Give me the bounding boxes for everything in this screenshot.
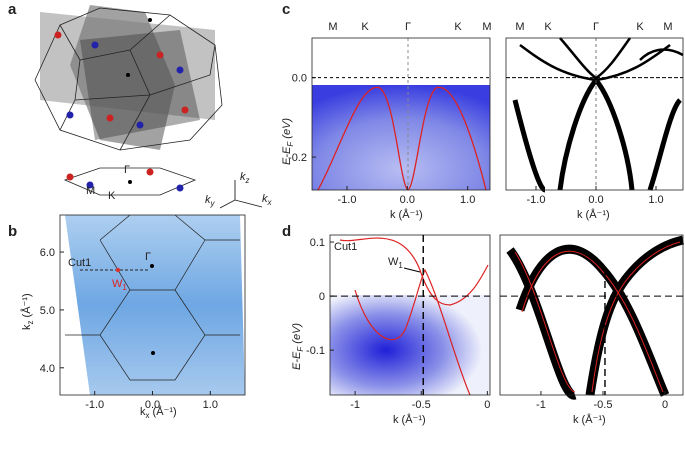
label: kz bbox=[240, 171, 250, 185]
label-sub: F bbox=[296, 346, 305, 352]
x-tick-label: 0 bbox=[662, 399, 668, 411]
panel-label: d bbox=[282, 223, 291, 240]
label: E-EF (eV) bbox=[291, 323, 305, 370]
label-unit: (Å⁻¹) bbox=[150, 405, 177, 418]
x-axis-label: k (Å⁻¹) bbox=[573, 413, 606, 426]
label-base: k bbox=[262, 193, 268, 205]
b-map bbox=[65, 214, 245, 395]
symmetry-label: K bbox=[454, 21, 462, 33]
panel-label: a bbox=[8, 1, 17, 18]
label-sub: z bbox=[26, 321, 35, 325]
y-tick-label: 4.0 bbox=[40, 363, 55, 375]
x-tick-label: -1.0 bbox=[85, 399, 104, 411]
x-tick-label: -1.0 bbox=[338, 194, 357, 206]
label: E-EF (eV) bbox=[281, 118, 295, 165]
x-tick-label: -0.5 bbox=[593, 399, 612, 411]
d-left-image bbox=[330, 237, 490, 396]
label-sub: y bbox=[210, 199, 216, 208]
x-tick-label: 0.0 bbox=[588, 194, 603, 206]
d-right-image bbox=[506, 235, 685, 400]
label-sub: x bbox=[146, 411, 150, 420]
plot-frame bbox=[329, 234, 491, 396]
x-tick-label: 1.0 bbox=[203, 399, 218, 411]
x-tick-label: 0.0 bbox=[400, 194, 415, 206]
label-sub: z bbox=[245, 176, 250, 185]
y-tick-label: -0.1 bbox=[306, 345, 325, 357]
plot-frame bbox=[505, 37, 684, 191]
x-axis-label: k (Å⁻¹) bbox=[393, 413, 426, 426]
plot-frame bbox=[311, 37, 491, 191]
bz-3d bbox=[34, 5, 223, 151]
label-sub: 1 bbox=[122, 283, 127, 292]
x-axis-label: k (Å⁻¹) bbox=[577, 208, 610, 221]
label-unit: (eV) bbox=[281, 118, 293, 142]
label-base: W bbox=[112, 278, 123, 290]
panel-label: b bbox=[8, 223, 17, 240]
x-tick-label: 1.0 bbox=[648, 194, 663, 206]
plot-frame bbox=[499, 234, 684, 396]
x-axis-label: k (Å⁻¹) bbox=[390, 208, 423, 221]
cut-label: Cut1 bbox=[334, 241, 357, 253]
x-tick-label: 0 bbox=[484, 399, 490, 411]
label-unit: (eV) bbox=[291, 323, 303, 347]
c-right-image bbox=[512, 37, 684, 193]
label-base: k bbox=[140, 406, 146, 418]
label-base: E-E bbox=[291, 351, 303, 370]
symmetry-label: M bbox=[663, 21, 672, 33]
label: kx bbox=[262, 193, 273, 207]
w1-arrow bbox=[403, 267, 421, 273]
label-base: W bbox=[388, 256, 399, 268]
label: W1 bbox=[112, 278, 127, 292]
bz-label: K bbox=[108, 190, 116, 202]
symmetry-label: Γ bbox=[405, 21, 411, 33]
symmetry-label: K bbox=[544, 21, 552, 33]
label-base: k bbox=[240, 171, 246, 183]
label: W1 bbox=[388, 256, 403, 270]
y-tick-label: 6.0 bbox=[40, 247, 55, 259]
x-tick-label: -0.5 bbox=[412, 399, 431, 411]
label-base: k bbox=[205, 194, 211, 206]
symmetry-label: M bbox=[515, 21, 524, 33]
label: ky bbox=[205, 194, 216, 208]
bz-label: M bbox=[86, 185, 95, 197]
label: kz (Å⁻¹) bbox=[20, 293, 35, 330]
c-left-image bbox=[312, 38, 490, 191]
label-sub: F bbox=[286, 141, 295, 147]
y-tick-label: 0 bbox=[319, 291, 325, 303]
y-tick-label: 5.0 bbox=[40, 305, 55, 317]
bz-label: Γ bbox=[124, 164, 130, 176]
x-tick-label: -1 bbox=[536, 399, 546, 411]
label-sub: 1 bbox=[398, 261, 403, 270]
label-base: E-E bbox=[281, 146, 293, 165]
label-base: k bbox=[21, 324, 33, 330]
label-sub: x bbox=[267, 198, 273, 207]
x-tick-label: 1.0 bbox=[460, 194, 475, 206]
symmetry-label: K bbox=[636, 21, 644, 33]
symmetry-label: Γ bbox=[593, 21, 599, 33]
x-tick-label: -1 bbox=[350, 399, 360, 411]
y-tick-label: -0.2 bbox=[288, 152, 307, 164]
symmetry-label: M bbox=[328, 21, 337, 33]
y-tick-label: 0.1 bbox=[310, 237, 325, 249]
label-unit: (Å⁻¹) bbox=[20, 293, 33, 320]
symmetry-label: M bbox=[482, 21, 491, 33]
x-tick-label: 0.0 bbox=[145, 399, 160, 411]
y-tick-label: 0.0 bbox=[292, 73, 307, 85]
x-tick-label: -1.0 bbox=[527, 194, 546, 206]
panel-label: c bbox=[282, 1, 290, 18]
cut-label: Cut1 bbox=[68, 257, 91, 269]
symmetry-label: K bbox=[361, 21, 369, 33]
gamma-label: Γ bbox=[145, 251, 151, 263]
label: kx (Å⁻¹) bbox=[140, 405, 177, 420]
bz-hexagon bbox=[63, 167, 263, 209]
